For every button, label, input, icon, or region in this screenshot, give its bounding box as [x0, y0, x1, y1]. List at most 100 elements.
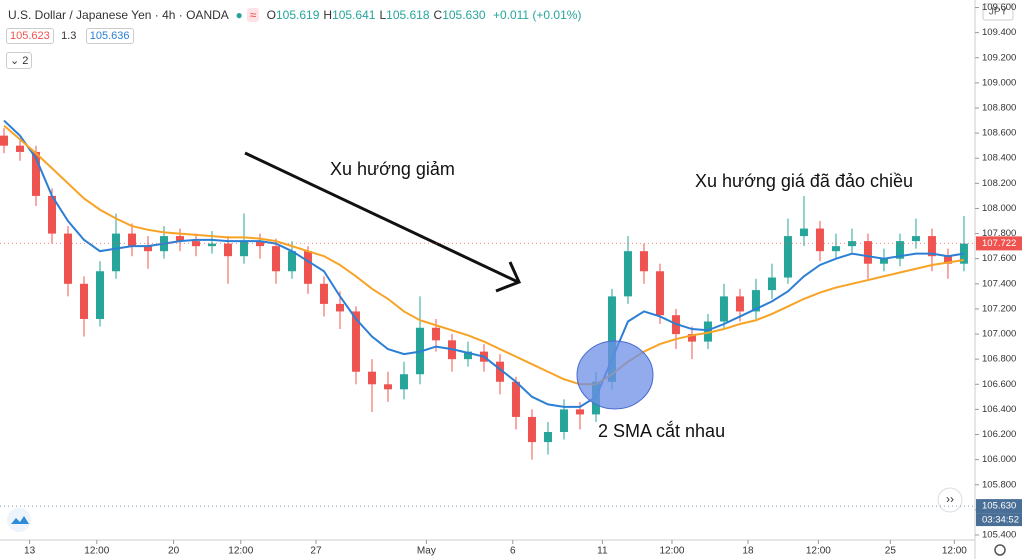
candle-body: [559, 409, 568, 432]
candle-body: [703, 321, 712, 342]
candle-body: [0, 135, 8, 146]
candle-body: [63, 233, 72, 284]
candle-body: [527, 416, 536, 443]
candle-body: [255, 241, 264, 247]
annotation: Xu hướng giá đã đảo chiều: [695, 171, 913, 191]
candle-body: [735, 296, 744, 312]
candle-body: [79, 283, 88, 319]
change: +0.011 (+0.01%): [492, 8, 582, 22]
candle-body: [815, 228, 824, 252]
y-tick-label: 108.800: [982, 103, 1016, 114]
candle-body: [335, 303, 344, 312]
candle-body: [831, 246, 840, 252]
countdown: 03:34:52: [982, 515, 1019, 526]
x-tick-label: 12:00: [806, 546, 831, 557]
candle-body: [719, 296, 728, 322]
quote-value: 105.618: [386, 8, 430, 22]
y-tick-label: 107.800: [982, 228, 1016, 239]
candle-body: [143, 246, 152, 252]
y-tick-label: 106.200: [982, 429, 1016, 440]
y-tick-label: 106.400: [982, 404, 1016, 415]
x-tick-label: 11: [597, 546, 608, 557]
price-marker-label: 107.722: [982, 238, 1016, 249]
candle-body: [175, 236, 184, 242]
candle-body: [799, 228, 808, 237]
candle-body: [303, 251, 312, 284]
arrow-head: [495, 261, 522, 293]
legend-row: U.S. Dollar / Japanese Yen · 4h · OANDA …: [8, 8, 581, 22]
y-tick-label: 108.400: [982, 153, 1016, 164]
candle-body: [463, 351, 472, 360]
x-tick-label: 18: [742, 546, 754, 557]
candle-body: [111, 233, 120, 272]
candle-body: [15, 145, 24, 152]
candle-body: [879, 258, 888, 264]
candle-body: [223, 243, 232, 257]
indicator-row: 105.623 1.3 105.636: [6, 28, 138, 44]
x-tick-label: 12:00: [659, 546, 684, 557]
candle-body: [895, 241, 904, 259]
quote-value: 105.630: [442, 8, 486, 22]
y-tick-label: 109.200: [982, 52, 1016, 63]
candle-body: [687, 334, 696, 342]
candle-body: [127, 233, 136, 247]
scroll-icon[interactable]: ››: [946, 492, 954, 506]
y-tick-label: 106.600: [982, 379, 1016, 390]
y-tick-label: 108.600: [982, 128, 1016, 139]
annotation: Xu hướng giảm: [330, 159, 455, 179]
indicator-value: 105.636: [85, 28, 134, 44]
symbol: U.S. Dollar / Japanese Yen · 4h · OANDA: [8, 8, 229, 22]
candle-body: [943, 256, 952, 264]
collapse-button[interactable]: ⌄ 2: [6, 52, 33, 69]
candle-body: [431, 327, 440, 341]
collapse-row[interactable]: ⌄ 2: [6, 52, 36, 69]
candle-body: [367, 371, 376, 385]
quote-key: H: [323, 8, 333, 22]
candle-body: [511, 381, 520, 417]
sma-line: [3, 124, 965, 386]
x-tick-label: 20: [168, 546, 180, 557]
countdown-box: [976, 513, 1022, 527]
y-tick-label: 109.600: [982, 2, 1016, 13]
candle-body: [319, 283, 328, 304]
x-tick-label: 13: [24, 546, 36, 557]
logo-icon: [11, 516, 29, 524]
price-marker: [976, 499, 1022, 514]
price-marker: [976, 236, 1022, 251]
currency: JPY: [989, 7, 1008, 18]
quote-key: O: [266, 8, 276, 22]
price-marker-label: 105.630: [982, 501, 1016, 512]
cross-highlight: [576, 340, 654, 410]
x-tick-label: 12:00: [942, 546, 967, 557]
indicator-value: 105.623: [6, 28, 54, 44]
y-tick-label: 109.000: [982, 77, 1016, 88]
y-tick-label: 108.200: [982, 178, 1016, 189]
y-tick-label: 107.200: [982, 303, 1016, 314]
candle-body: [351, 311, 360, 372]
annotation: 2 SMA cắt nhau: [598, 420, 725, 441]
settings[interactable]: [994, 544, 1006, 556]
candle-body: [207, 243, 216, 247]
candle-body: [751, 290, 760, 312]
candle-body: [927, 236, 936, 257]
candle-body: [31, 151, 40, 196]
candle-body: [95, 271, 104, 319]
arrow-shaft: [244, 151, 519, 284]
candle-body: [623, 251, 632, 297]
candle-body: [47, 195, 56, 234]
logo: [7, 508, 31, 532]
x-tick-label: 27: [310, 546, 322, 557]
candle-body: [639, 251, 648, 272]
candle-body: [495, 361, 504, 382]
y-tick-label: 105.400: [982, 529, 1016, 540]
y-tick-label: 105.800: [982, 479, 1016, 490]
y-tick-label: 106.000: [982, 454, 1016, 465]
candle-body: [239, 241, 248, 257]
quote: O105.619 H105.641 L105.618 C105.630: [267, 8, 490, 22]
quote-value: 105.619: [276, 8, 320, 22]
candle-body: [399, 374, 408, 390]
candle-body: [287, 251, 296, 272]
candle-body: [655, 271, 664, 316]
candle-body: [767, 277, 776, 291]
x-tick-label: 6: [510, 546, 516, 557]
